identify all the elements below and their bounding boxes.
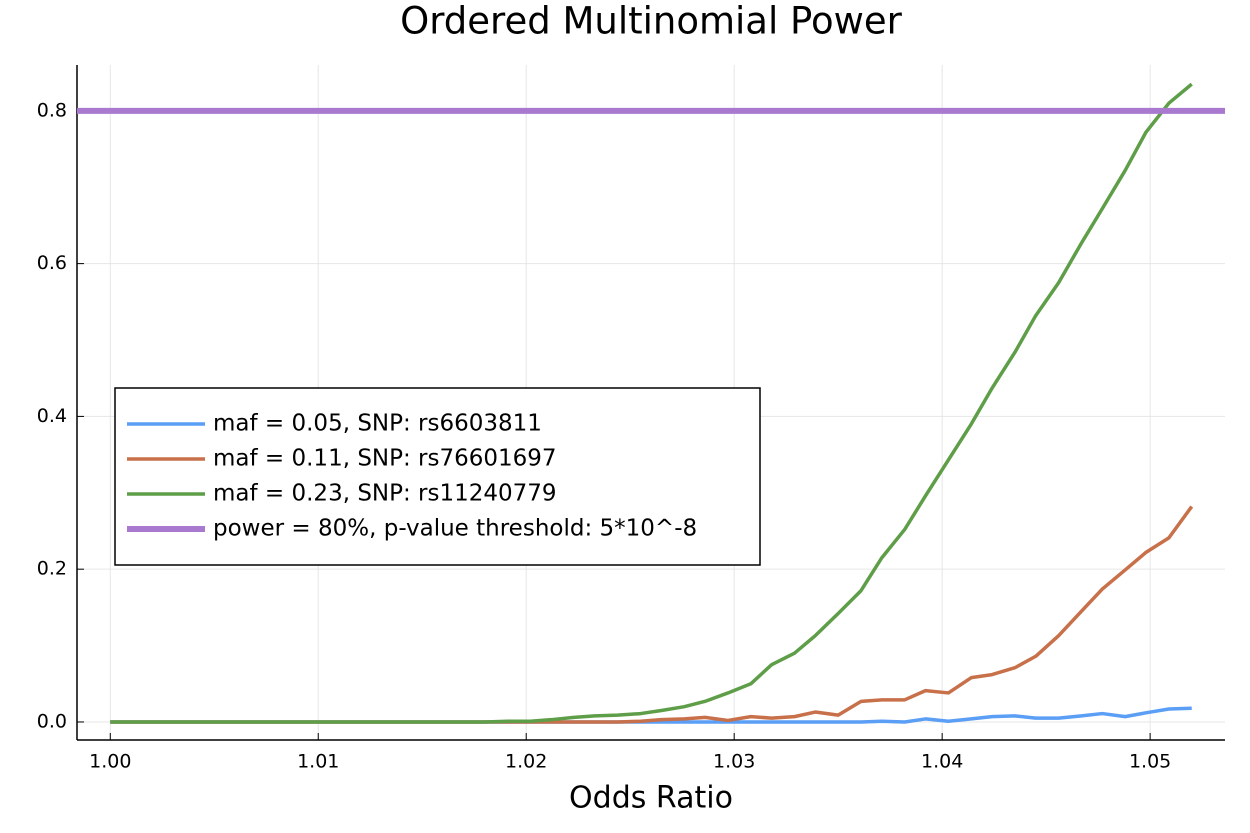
x-axis-label: Odds Ratio xyxy=(569,781,733,816)
x-tick-label: 1.04 xyxy=(921,751,963,773)
series-line xyxy=(110,82,1193,724)
legend-label: maf = 0.11, SNP: rs76601697 xyxy=(213,446,557,472)
x-tick-label: 1.01 xyxy=(297,751,339,773)
y-tick-label: 0.6 xyxy=(37,252,67,274)
legend-label: power = 80%, p-value threshold: 5*10^-8 xyxy=(213,516,697,542)
y-tick-label: 0.2 xyxy=(37,558,67,580)
x-tick-label: 1.05 xyxy=(1129,751,1171,773)
legend-box xyxy=(114,387,761,566)
x-tick-label: 1.00 xyxy=(89,751,131,773)
x-tick-label: 1.02 xyxy=(505,751,547,773)
y-tick-label: 0.4 xyxy=(37,405,67,427)
legend-label: maf = 0.23, SNP: rs11240779 xyxy=(213,481,557,507)
y-tick-label: 0.0 xyxy=(37,710,67,732)
y-tick-label: 0.8 xyxy=(37,99,67,121)
legend-label: maf = 0.05, SNP: rs6603811 xyxy=(213,411,542,437)
chart-title: Ordered Multinomial Power xyxy=(400,0,903,43)
x-tick-label: 1.03 xyxy=(713,751,755,773)
